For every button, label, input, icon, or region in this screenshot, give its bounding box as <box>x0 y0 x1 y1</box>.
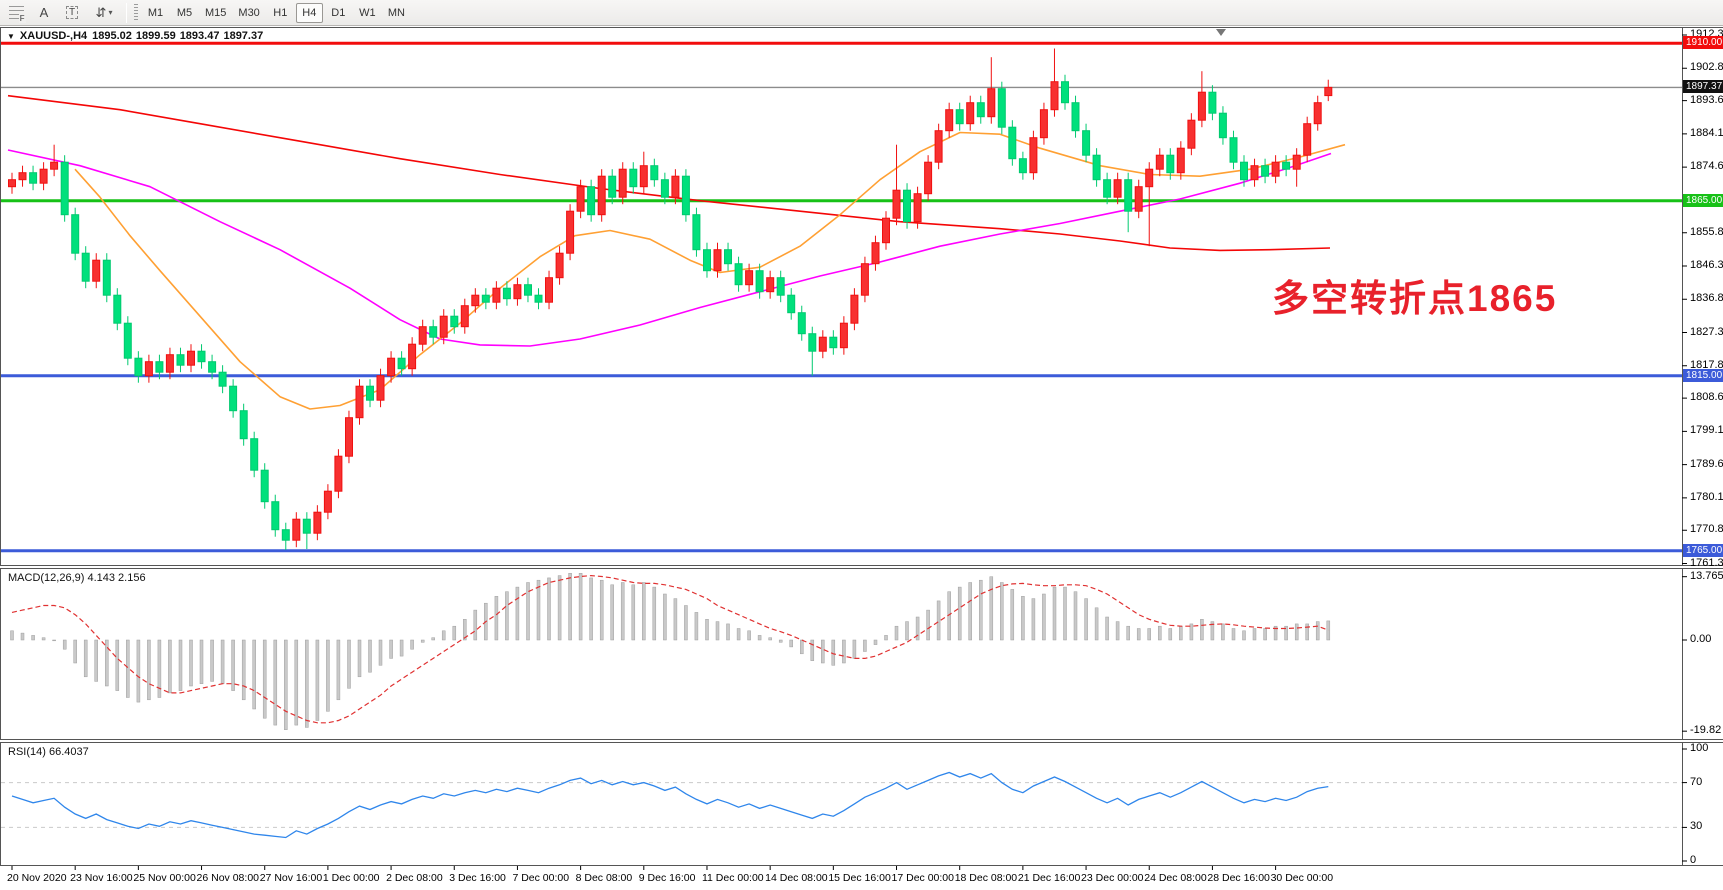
price-tick-label: 1874.60 <box>1690 160 1723 173</box>
rsi-label: RSI(14) 66.4037 <box>8 746 89 758</box>
ohlc-low: 1893.47 <box>179 30 220 42</box>
price-tick-label: 1836.85 <box>1690 292 1723 305</box>
symbol-dropdown-icon[interactable]: ▼ <box>7 31 15 41</box>
ohlc-open: 1895.02 <box>92 30 132 42</box>
rsi-tick-label: 70 <box>1690 775 1703 788</box>
price-tick-label: 1902.85 <box>1690 61 1723 74</box>
toolbar-separator <box>126 2 127 23</box>
timeframe-button-M1[interactable]: M1 <box>147 6 164 19</box>
time-label: 11 Dec 00:00 <box>701 872 764 884</box>
price-tick-label: 1808.60 <box>1690 391 1723 404</box>
ohlc-high: 1899.59 <box>135 30 176 42</box>
timeframe-group: M1 M5 M15 M30 H1 H4 D1 W1 MN <box>141 2 411 23</box>
price-tick-label: 1780.10 <box>1690 490 1723 503</box>
time-label: 23 Dec 00:00 <box>1081 872 1144 884</box>
label-icon: T <box>65 6 79 19</box>
rsi-tick-label: 30 <box>1690 820 1703 833</box>
time-label: 20 Nov 2020 <box>7 872 67 884</box>
chevron-down-icon: ▾ <box>108 8 113 17</box>
timeframe-button-M15[interactable]: M15 <box>205 6 227 19</box>
label-tool-button[interactable]: T <box>59 2 85 24</box>
text-icon: A <box>39 5 49 20</box>
time-label: 26 Nov 08:00 <box>196 872 259 884</box>
symbol-bar[interactable]: ▼ XAUUSD-,H4 1895.02 1899.59 1893.47 189… <box>7 30 263 42</box>
level-badge-1910.00: 1910.00 <box>1683 36 1723 50</box>
price-tick-label: 1799.10 <box>1690 424 1723 437</box>
price-tick-label: 1817.85 <box>1690 358 1723 371</box>
time-label: 18 Dec 08:00 <box>954 872 1018 884</box>
time-label: 7 Dec 00:00 <box>512 872 570 884</box>
price-tick-label: 1761.35 <box>1690 556 1723 569</box>
chart-shift-marker[interactable] <box>1216 29 1226 36</box>
macd-tick-label: -19.82 <box>1690 724 1722 737</box>
time-label: 28 Dec 16:00 <box>1207 872 1270 884</box>
price-tick-label: 1789.60 <box>1690 457 1723 470</box>
time-label: 27 Nov 16:00 <box>259 872 323 884</box>
timeframe-button-M5[interactable]: M5 <box>176 6 193 19</box>
rsi-panel-border <box>0 742 1683 866</box>
macd-tick-label: 13.765 <box>1690 569 1723 582</box>
time-label: 21 Dec 16:00 <box>1017 872 1081 884</box>
rsi-tick-label: 0 <box>1690 854 1697 866</box>
rsi-tick-label: 100 <box>1690 742 1709 754</box>
time-label: 15 Dec 16:00 <box>828 872 891 884</box>
time-label: 24 Dec 08:00 <box>1144 872 1207 884</box>
level-badge-1765.00: 1765.00 <box>1683 543 1723 557</box>
macd-tick-label: 0.00 <box>1690 633 1712 645</box>
text-tool-button[interactable]: A <box>31 2 57 24</box>
arrows-icon: ⇵ <box>95 4 107 20</box>
macd-signal-line <box>11 574 1329 724</box>
toolbar-grip[interactable] <box>134 3 138 22</box>
timeframe-button-MN[interactable]: MN <box>387 6 405 19</box>
time-label: 1 Dec 00:00 <box>322 872 380 884</box>
timeframe-button-H1[interactable]: H1 <box>273 6 288 19</box>
price-tick-label: 1770.85 <box>1690 523 1723 536</box>
timeframe-button-H4[interactable]: H4 <box>295 2 323 23</box>
fibonacci-tool-button[interactable]: F <box>3 2 29 24</box>
annotation-text[interactable]: 多空转折点1865 <box>1272 278 1558 319</box>
ma-magenta-line <box>7 149 1332 347</box>
level-badge-1865.00: 1865.00 <box>1683 193 1723 207</box>
macd-histogram <box>10 573 1331 730</box>
candles <box>8 48 1333 550</box>
current-price-badge: 1897.37 <box>1683 80 1723 94</box>
time-label: 30 Dec 00:00 <box>1270 872 1334 884</box>
macd-panel-border <box>0 568 1683 740</box>
time-label: 17 Dec 00:00 <box>891 872 954 884</box>
time-label: 2 Dec 08:00 <box>386 872 443 884</box>
rsi-line <box>11 771 1329 839</box>
price-tick-label: 1893.60 <box>1690 93 1723 106</box>
time-label: 25 Nov 00:00 <box>133 872 196 884</box>
price-tick-label: 1827.35 <box>1690 325 1723 338</box>
main-panel-border <box>0 27 1683 566</box>
time-label: 23 Nov 16:00 <box>70 872 133 884</box>
timeframe-button-D1[interactable]: D1 <box>331 6 346 19</box>
toolbar: F A T ⇵ ▾ M1 M5 M15 M30 H1 H4 D1 W1 MN <box>0 0 1723 26</box>
time-label: 9 Dec 16:00 <box>638 872 696 884</box>
symbol-name: XAUUSD-,H4 <box>19 30 88 42</box>
macd-label: MACD(12,26,9) 4.143 2.156 <box>8 572 146 584</box>
timeframe-button-W1[interactable]: W1 <box>359 6 376 19</box>
arrows-tool-button[interactable]: ⇵ ▾ <box>87 2 121 24</box>
timeframe-button-M30[interactable]: M30 <box>238 6 260 19</box>
ohlc-close: 1897.37 <box>223 30 264 42</box>
time-label: 14 Dec 08:00 <box>765 872 828 884</box>
level-badge-1815.00: 1815.00 <box>1683 368 1723 382</box>
ma-orange-line <box>74 131 1346 410</box>
price-tick-label: 1884.10 <box>1690 126 1723 139</box>
time-label: 8 Dec 08:00 <box>575 872 633 884</box>
ma-red-line <box>7 94 1331 252</box>
price-tick-label: 1846.35 <box>1690 259 1723 271</box>
price-tick-label: 1855.85 <box>1690 225 1723 238</box>
time-label: 3 Dec 16:00 <box>449 872 506 884</box>
fibonacci-icon: F <box>8 6 26 23</box>
